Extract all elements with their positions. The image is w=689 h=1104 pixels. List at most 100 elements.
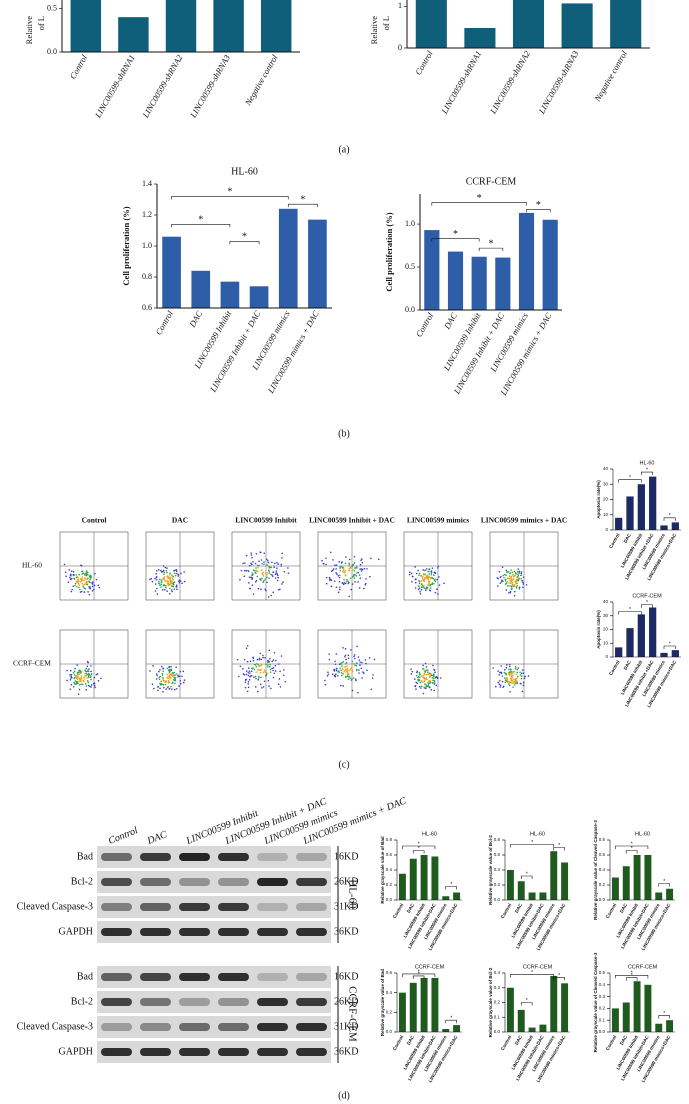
flow-event [414,578,417,580]
panel-label: (d) [338,1090,350,1101]
flow-event [340,684,342,687]
x-tick-label: DAC [406,902,416,914]
flow-event [268,665,271,668]
flow-event [172,585,175,588]
flow-event [342,660,345,663]
flow-event [284,680,287,683]
flow-event [98,586,101,589]
flow-event [346,675,349,678]
blot-band [101,878,132,886]
flow-event [513,570,516,573]
blot-column-header: Control [107,825,140,847]
flow-event [264,578,267,581]
flow-event [74,680,77,682]
flow-event [65,575,67,578]
y-tick-label: 0.3 [599,994,606,999]
flow-event [515,573,517,575]
flow-event [75,675,77,677]
protein-label: Cleaved Caspase-3 [17,1021,93,1032]
flow-event [419,681,422,684]
flow-event [423,677,426,680]
flow-event [69,678,72,681]
flow-event [366,669,368,672]
y-axis-label: Relative grayscale value of Bcl-2 [488,835,493,905]
significance-bracket [553,977,565,981]
flow-event [171,590,173,593]
flow-event [174,574,177,577]
flow-event [79,578,82,580]
flow-event [432,679,434,682]
flow-event [522,581,524,584]
y-tick-label: 0.8 [142,272,152,281]
flow-event [165,680,167,682]
flow-event [361,661,363,664]
flow-event [506,577,509,579]
flow-event [87,670,90,673]
flow-event [437,593,439,595]
bars [611,981,674,1032]
flow-event [422,668,425,670]
significance-label: * [629,607,631,613]
bar [165,0,197,52]
flow-event [80,570,83,573]
blot-band [140,878,171,886]
flow-event [243,658,246,661]
significance-label: * [663,879,665,885]
flow-event [85,582,88,585]
blot-band [296,928,327,936]
flow-event [246,660,249,663]
flow-event [351,565,353,568]
protein-label: Bcl-2 [71,996,93,1007]
flow-event [69,688,72,690]
flow-event [332,559,334,561]
flow-event [281,583,283,585]
x-tick-label: DAC [623,659,633,671]
flow-event [505,574,507,576]
flow-event [253,676,255,678]
flow-event [160,586,162,588]
flow-event [353,663,355,665]
significance-bracket [658,1015,670,1019]
flow-event [420,685,423,688]
flow-event [91,585,94,588]
x-tick-label: LINC00599-shRNA3 [187,53,232,120]
flow-event [86,571,89,574]
flow-event [173,676,175,679]
flow-event [161,672,164,675]
size-label: 16KD [334,971,358,982]
panel-label: (c) [338,759,349,770]
flow-event [433,669,436,672]
x-tick-label: DAC [619,1034,629,1046]
flow-event [259,672,262,674]
flow-event [249,676,251,678]
flow-event [89,574,91,577]
flow-event [160,680,162,683]
x-tick-label: LINC00599-shRNA3 [536,49,581,116]
flow-event [342,570,344,572]
flow-event [270,594,273,597]
flow-event [162,667,164,670]
bar [660,652,668,657]
bar [517,1009,525,1032]
flow-event [278,678,281,680]
flow-event [155,678,158,680]
flow-event [176,588,178,591]
flow-column-header: DAC [172,516,188,525]
flow-column-header: LINC00599 Inhibit [235,516,297,525]
flow-event [499,576,502,578]
flow-event [167,679,170,682]
flow-event [167,677,169,680]
chart-title: CCRF-CEM [628,964,658,970]
significance-bracket [431,238,480,242]
y-tick-label: 0.0 [47,47,57,56]
flow-event [160,569,162,572]
flow-event [161,589,164,591]
flow-event [499,686,502,688]
flow-event [85,572,87,574]
flow-event [428,589,431,591]
flow-event [422,681,424,684]
significance-label: * [536,200,541,211]
flow-event [425,687,427,690]
flow-event [505,677,507,679]
flow-event [161,674,164,676]
